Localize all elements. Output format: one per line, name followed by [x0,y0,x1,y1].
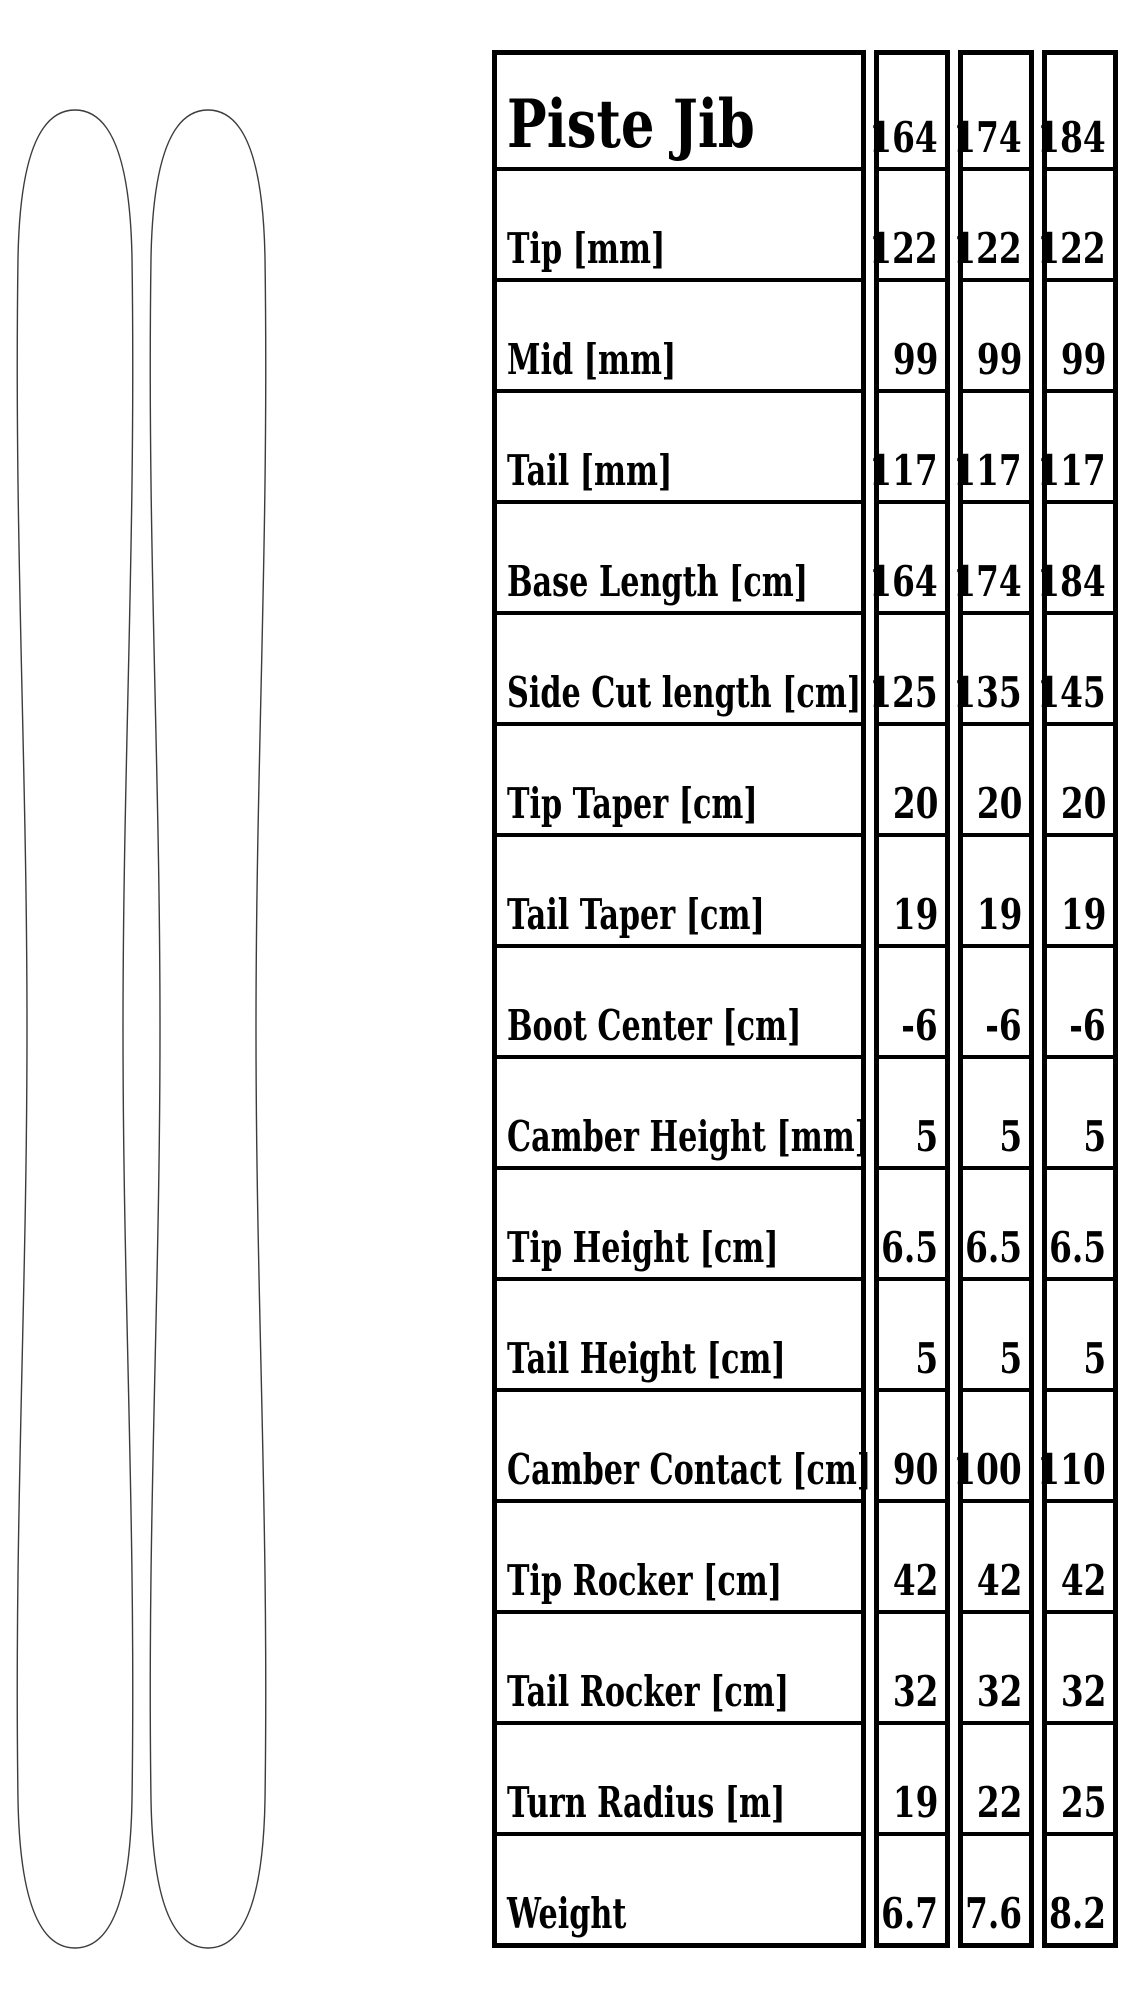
spec-value: 5 [963,1277,1029,1388]
row-label-base-length: Base Length [cm] [497,500,861,611]
spec-value: 100 [954,1388,1029,1499]
size-header-cell: 174 [953,113,1022,162]
spec-value: 5 [879,1277,945,1388]
spec-value: 117 [870,389,945,500]
spec-value: 5 [963,1055,1029,1166]
spec-value: 174 [954,500,1029,611]
spec-value: 25 [1047,1721,1113,1832]
spec-value: 8.2 [1047,1832,1113,1943]
spec-size-column-174: 174 122 99 117 174 135 20 19 -6 5 6.5 5 … [953,50,1034,1948]
spec-value: 32 [963,1610,1029,1721]
spec-value: 6.7 [879,1832,945,1943]
row-label-boot-center: Boot Center [cm] [497,944,861,1055]
spec-value: 6.5 [879,1166,945,1277]
spec-value: 122 [1038,167,1113,278]
spec-value: -6 [879,944,945,1055]
spec-label-column: Piste Jib Tip [mm] Mid [mm] Tail [mm] Ba… [492,50,871,1948]
spec-value: 20 [1047,722,1113,833]
row-label-mid-mm: Mid [mm] [497,278,861,389]
row-label-turn-radius: Turn Radius [m] [497,1721,861,1832]
row-label-tail-rocker: Tail Rocker [cm] [497,1610,861,1721]
spec-value: 5 [879,1055,945,1166]
spec-value: 5 [1047,1055,1113,1166]
spec-value: 19 [879,833,945,944]
spec-value: 110 [1038,1388,1113,1499]
row-label-camber-contact: Camber Contact [cm] [497,1388,871,1499]
spec-value: 19 [1047,833,1113,944]
page-title: Piste Jib [507,85,755,163]
row-label-tail-mm: Tail [mm] [497,389,861,500]
spec-size-column-164: 164 122 99 117 164 125 20 19 -6 5 6.5 5 … [869,50,950,1948]
row-label-tip-height: Tip Height [cm] [497,1166,861,1277]
spec-size-column-184: 184 122 99 117 184 145 20 19 -6 5 6.5 5 … [1037,50,1118,1948]
spec-value: 99 [963,278,1029,389]
spec-value: 20 [879,722,945,833]
spec-value: 117 [1038,389,1113,500]
row-label-tail-taper: Tail Taper [cm] [497,833,861,944]
spec-value: 32 [879,1610,945,1721]
ski-left-outline-icon [16,109,134,1949]
spec-value: 164 [870,500,945,611]
spec-value: 20 [963,722,1029,833]
spec-value: 135 [954,611,1029,722]
spec-value: 99 [879,278,945,389]
spec-value: 117 [954,389,1029,500]
row-label-tail-height: Tail Height [cm] [497,1277,861,1388]
size-header-cell: 164 [869,113,938,162]
row-label-weight: Weight [497,1832,861,1943]
spec-value: 32 [1047,1610,1113,1721]
spec-value: -6 [963,944,1029,1055]
spec-value: 19 [879,1721,945,1832]
spec-value: 99 [1047,278,1113,389]
ski-pair-outline [13,108,270,1950]
row-label-tip-mm: Tip [mm] [497,167,861,278]
spec-value: 42 [963,1499,1029,1610]
size-header-cell: 184 [1037,113,1106,162]
ski-right-outline-icon [149,109,267,1949]
spec-value: 125 [870,611,945,722]
row-label-tip-taper: Tip Taper [cm] [497,722,861,833]
row-label-tip-rocker: Tip Rocker [cm] [497,1499,861,1610]
spec-table: Piste Jib Tip [mm] Mid [mm] Tail [mm] Ba… [492,50,1118,1948]
spec-value: 122 [954,167,1029,278]
spec-value: 6.5 [963,1166,1029,1277]
row-label-side-cut-length: Side Cut length [cm] [497,611,861,722]
spec-value: -6 [1047,944,1113,1055]
spec-value: 42 [879,1499,945,1610]
spec-value: 184 [1038,500,1113,611]
spec-value: 145 [1038,611,1113,722]
spec-value: 42 [1047,1499,1113,1610]
table-title-cell: Piste Jib [497,55,861,167]
spec-value: 19 [963,833,1029,944]
spec-value: 22 [963,1721,1029,1832]
spec-value: 5 [1047,1277,1113,1388]
spec-value: 122 [870,167,945,278]
row-label-camber-height: Camber Height [mm] [497,1055,869,1166]
spec-value: 7.6 [963,1832,1029,1943]
spec-value: 6.5 [1047,1166,1113,1277]
spec-value: 90 [879,1388,945,1499]
